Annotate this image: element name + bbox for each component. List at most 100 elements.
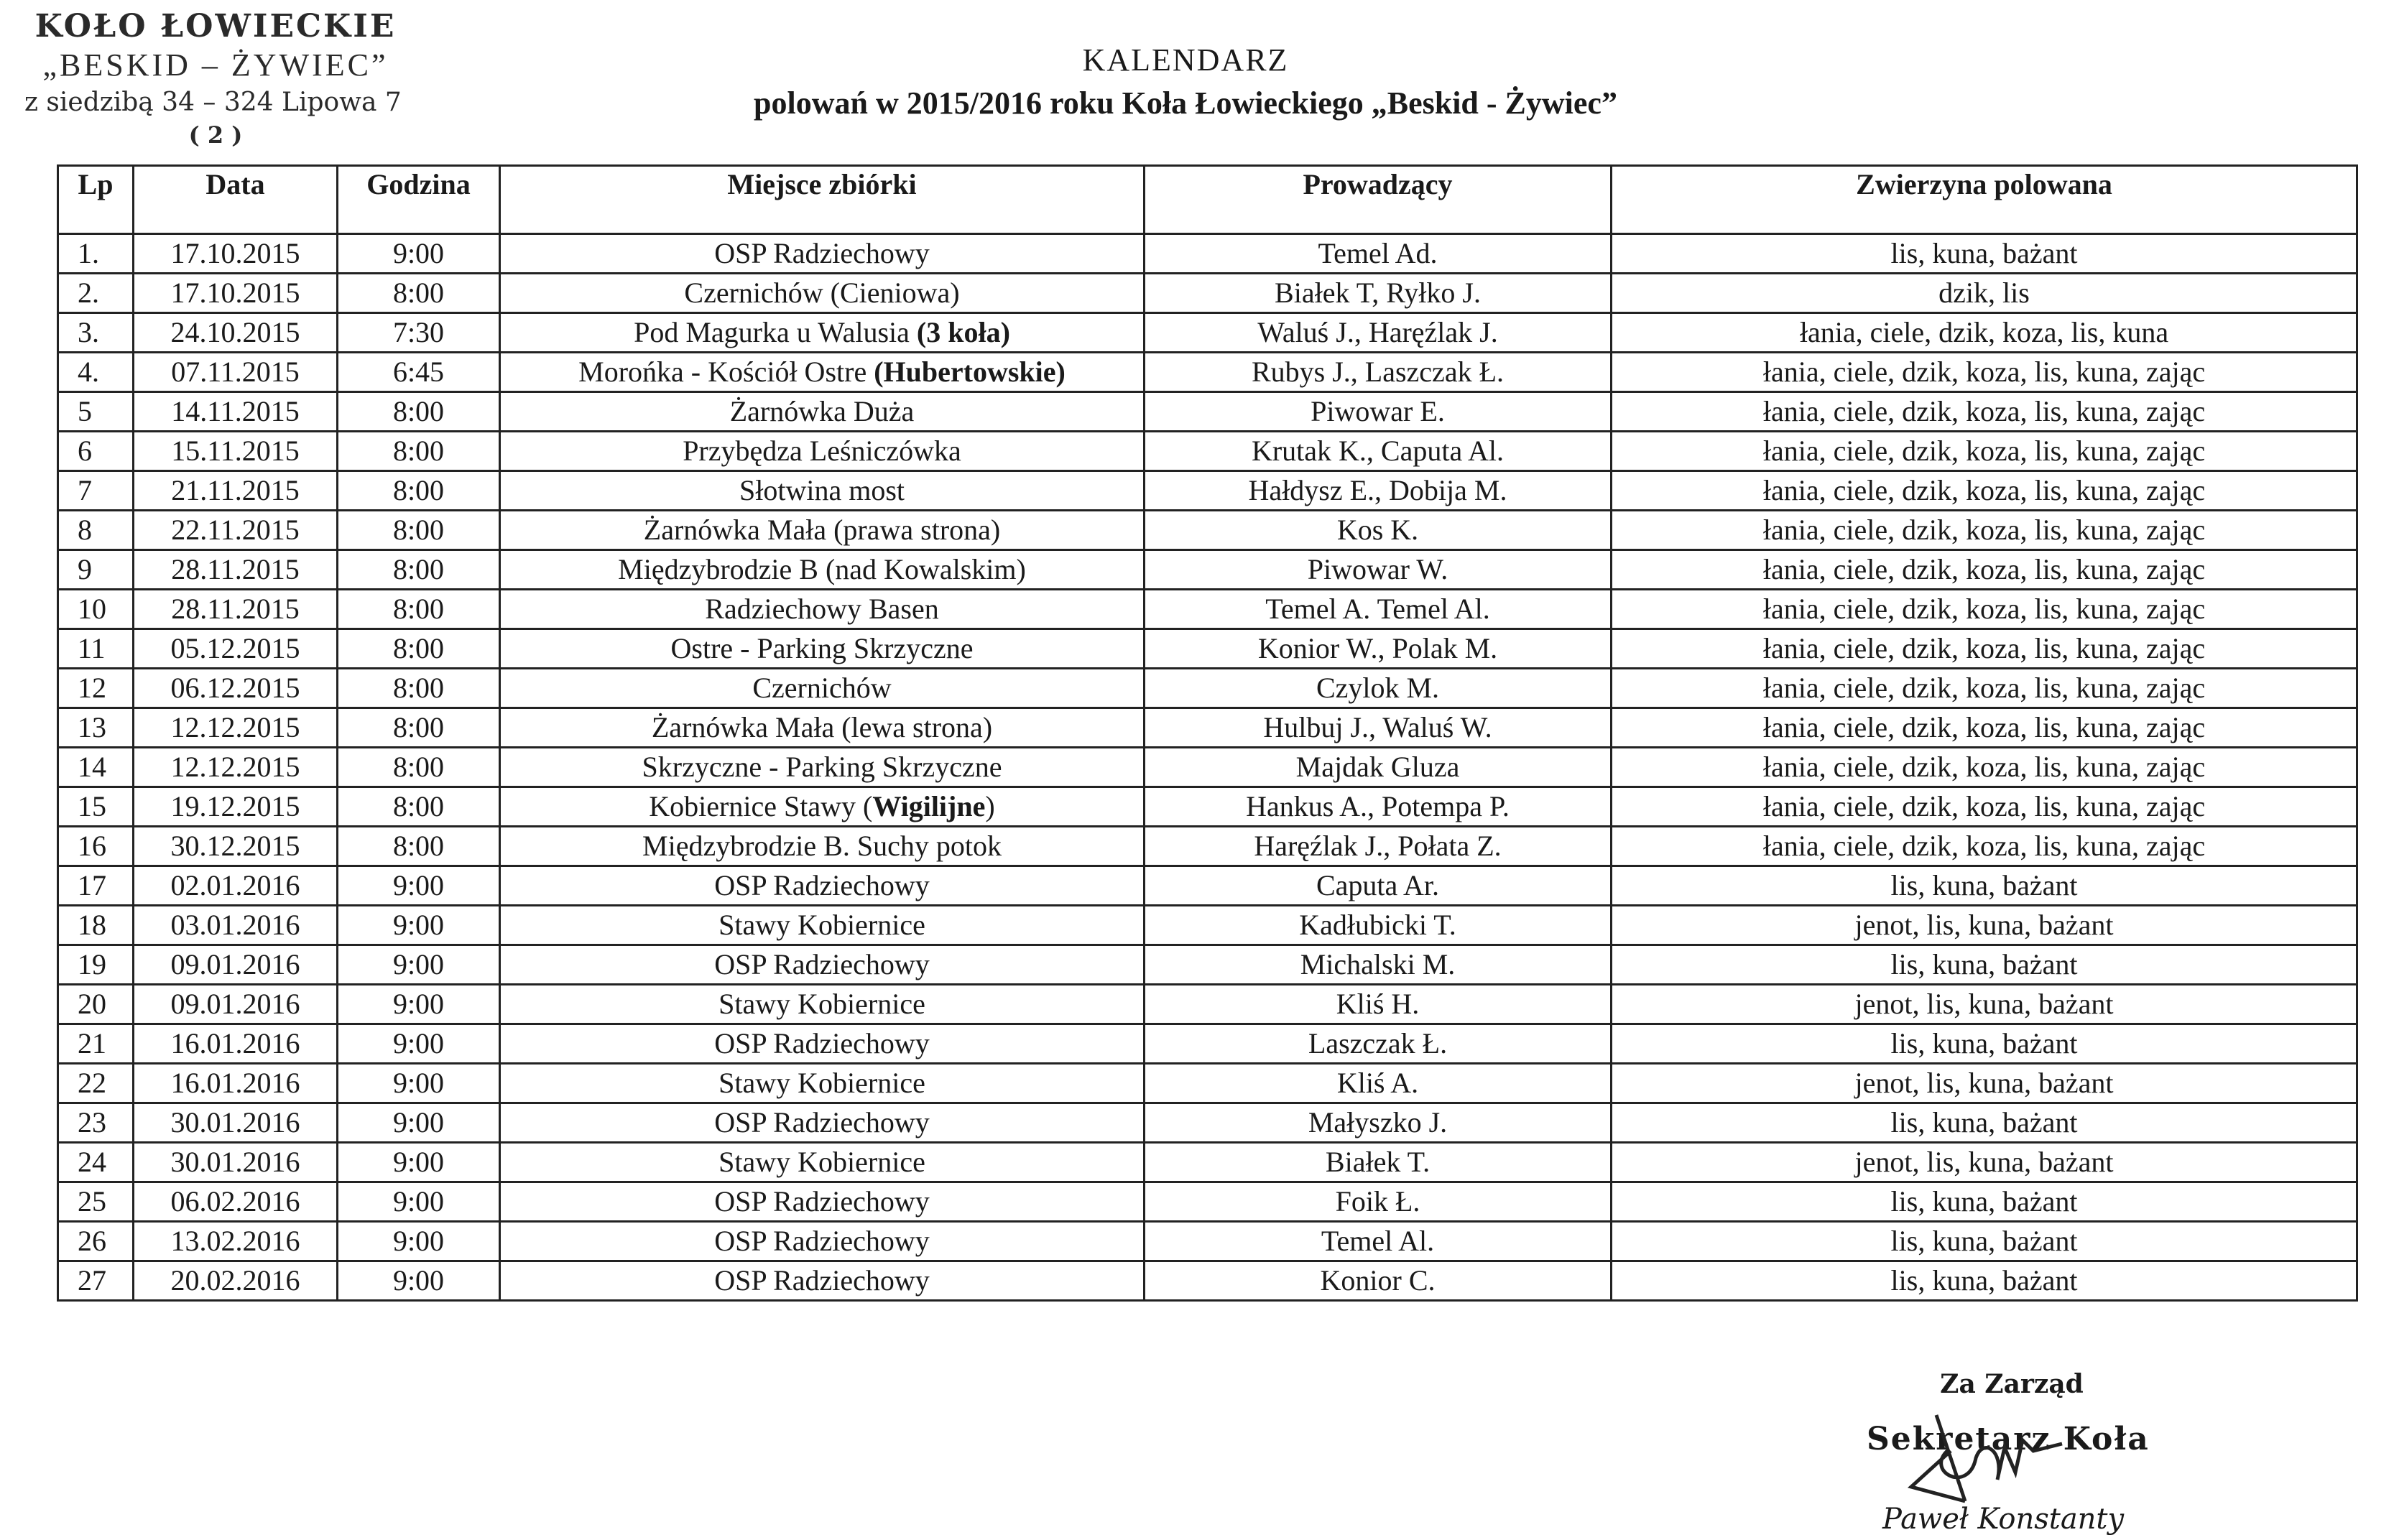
cell-date: 09.01.2016	[132, 944, 338, 985]
place-text: Stawy Kobiernice	[718, 1146, 925, 1178]
cell-lp: 8	[57, 509, 134, 551]
cell-lp: 4.	[57, 351, 134, 393]
place-text: Czernichów (Cieniowa)	[684, 277, 960, 309]
cell-date: 13.02.2016	[132, 1220, 338, 1262]
cell-time: 7:30	[336, 312, 501, 353]
cell-date: 30.01.2016	[132, 1102, 338, 1144]
cell-game: łania, ciele, dzik, koza, lis, kuna, zaj…	[1610, 825, 2358, 867]
place-text: Stawy Kobiernice	[718, 988, 925, 1020]
cell-lp: 1.	[57, 233, 134, 274]
cell-leader: Kliś A.	[1143, 1062, 1612, 1104]
cell-place: Kobiernice Stawy (Wigilijne)	[499, 786, 1145, 827]
place-text: Pod Magurka u Walusia	[634, 316, 917, 348]
cell-game: łania, ciele, dzik, koza, lis, kuna, zaj…	[1610, 351, 2358, 393]
cell-date: 30.12.2015	[132, 825, 338, 867]
table-row: 26 13.02.2016 9:00 OSP Radziechowy Temel Al.…	[57, 1220, 2358, 1262]
place-text: OSP Radziechowy	[714, 1225, 930, 1257]
cell-leader: Czylok M.	[1143, 667, 1612, 709]
cell-time: 8:00	[336, 272, 501, 314]
cell-game: łania, ciele, dzik, koza, lis, kuna, zaj…	[1610, 391, 2358, 432]
cell-lp: 20	[57, 983, 134, 1025]
cell-time: 9:00	[336, 1062, 501, 1104]
cell-place: Międzybrodzie B. Suchy potok	[499, 825, 1145, 867]
cell-lp: 9	[57, 549, 134, 590]
cell-time: 8:00	[336, 549, 501, 590]
cell-leader: Piwowar E.	[1143, 391, 1612, 432]
place-text: OSP Radziechowy	[714, 1185, 930, 1217]
place-text: Przybędza Leśniczówka	[683, 435, 961, 467]
cell-date: 06.02.2016	[132, 1181, 338, 1223]
cell-place: OSP Radziechowy	[499, 1220, 1145, 1262]
cell-time: 8:00	[336, 391, 501, 432]
cell-time: 9:00	[336, 1102, 501, 1144]
place-text: Międzybrodzie B (nad Kowalskim)	[618, 553, 1026, 585]
cell-leader: Caputa Ar.	[1143, 865, 1612, 906]
cell-lp: 26	[57, 1220, 134, 1262]
cell-leader: Temel A. Temel Al.	[1143, 588, 1612, 630]
place-text: Żarnówka Mała (prawa strona)	[643, 514, 1001, 546]
cell-time: 8:00	[336, 746, 501, 788]
cell-game: łania, ciele, dzik, koza, lis, kuna, zaj…	[1610, 786, 2358, 827]
signature-name: Paweł Konstanty	[1882, 1503, 2125, 1536]
cell-date: 17.10.2015	[132, 233, 338, 274]
cell-game: lis, kuna, bażant	[1610, 944, 2358, 985]
cell-lp: 18	[57, 904, 134, 946]
cell-game: łania, ciele, dzik, koza, lis, kuna	[1610, 312, 2358, 353]
cell-time: 9:00	[336, 1141, 501, 1183]
cell-lp: 19	[57, 944, 134, 985]
cell-leader: Rubys J., Laszczak Ł.	[1143, 351, 1612, 393]
cell-lp: 14	[57, 746, 134, 788]
cell-game: lis, kuna, bażant	[1610, 865, 2358, 906]
table-row: 23 30.01.2016 9:00 OSP Radziechowy Małyszko …	[57, 1102, 2358, 1144]
cell-game: lis, kuna, bażant	[1610, 1220, 2358, 1262]
cell-time: 8:00	[336, 707, 501, 748]
cell-leader: Krutak K., Caputa Al.	[1143, 430, 1612, 472]
table-row: 20 09.01.2016 9:00 Stawy Kobiernice Kliś H. j…	[57, 983, 2358, 1025]
table-row: 12 06.12.2015 8:00 Czernichów Czylok M. łania…	[57, 667, 2358, 709]
cell-leader: Hulbuj J., Waluś W.	[1143, 707, 1612, 748]
cell-time: 9:00	[336, 865, 501, 906]
club-stamp: KOŁO ŁOWIECKIE „BESKID – ŻYWIEC” z siedz…	[0, 7, 431, 149]
cell-game: łania, ciele, dzik, koza, lis, kuna, zaj…	[1610, 470, 2358, 511]
table-row: 14 12.12.2015 8:00 Skrzyczne - Parking Skrz…	[57, 746, 2358, 788]
table-row: 4. 07.11.2015 6:45 Morońka - Kościół Ostre …	[57, 351, 2358, 393]
place-text: OSP Radziechowy	[714, 1106, 930, 1138]
cell-lp: 2.	[57, 272, 134, 314]
stamp-number: ( 2 )	[188, 121, 243, 149]
place-text: Żarnówka Mała (lewa strona)	[651, 711, 993, 743]
cell-time: 9:00	[336, 904, 501, 946]
table-row: 16 30.12.2015 8:00 Międzybrodzie B. Suchy p…	[57, 825, 2358, 867]
cell-time: 9:00	[336, 233, 501, 274]
cell-game: łania, ciele, dzik, koza, lis, kuna, zaj…	[1610, 667, 2358, 709]
place-text: Żarnówka Duża	[729, 395, 915, 427]
table-row: 25 06.02.2016 9:00 OSP Radziechowy Foik Ł. li…	[57, 1181, 2358, 1223]
cell-lp: 3.	[57, 312, 134, 353]
cell-leader: Haręźlak J., Połata Z.	[1143, 825, 1612, 867]
cell-date: 12.12.2015	[132, 746, 338, 788]
cell-game: łania, ciele, dzik, koza, lis, kuna, zaj…	[1610, 707, 2358, 748]
cell-time: 8:00	[336, 430, 501, 472]
cell-leader: Białek T, Ryłko J.	[1143, 272, 1612, 314]
place-text: OSP Radziechowy	[714, 869, 930, 901]
cell-game: jenot, lis, kuna, bażant	[1610, 904, 2358, 946]
table-row: 17 02.01.2016 9:00 OSP Radziechowy Caputa Ar…	[57, 865, 2358, 906]
table-row: 2. 17.10.2015 8:00 Czernichów (Cieniowa) Bia…	[57, 272, 2358, 314]
table-row: 21 16.01.2016 9:00 OSP Radziechowy Laszczak …	[57, 1023, 2358, 1064]
cell-game: łania, ciele, dzik, koza, lis, kuna, zaj…	[1610, 628, 2358, 669]
cell-game: łania, ciele, dzik, koza, lis, kuna, zaj…	[1610, 509, 2358, 551]
cell-place: OSP Radziechowy	[499, 233, 1145, 274]
cell-game: łania, ciele, dzik, koza, lis, kuna, zaj…	[1610, 430, 2358, 472]
handwritten-signature	[1907, 1414, 2063, 1503]
cell-place: OSP Radziechowy	[499, 1023, 1145, 1064]
cell-time: 8:00	[336, 786, 501, 827]
cell-place: Stawy Kobiernice	[499, 904, 1145, 946]
cell-time: 8:00	[336, 509, 501, 551]
cell-time: 9:00	[336, 1023, 501, 1064]
table-row: 6 15.11.2015 8:00 Przybędza Leśniczówka Krut…	[57, 430, 2358, 472]
cell-date: 17.10.2015	[132, 272, 338, 314]
cell-game: lis, kuna, bażant	[1610, 1181, 2358, 1223]
place-text: Stawy Kobiernice	[718, 909, 925, 941]
table-header-row: Lp Data Godzina Miejsce zbiórki Prowadzący Zw…	[57, 164, 2358, 235]
hunt-calendar-table: Lp Data Godzina Miejsce zbiórki Prowadzący Zw…	[57, 164, 2358, 1302]
cell-time: 9:00	[336, 944, 501, 985]
